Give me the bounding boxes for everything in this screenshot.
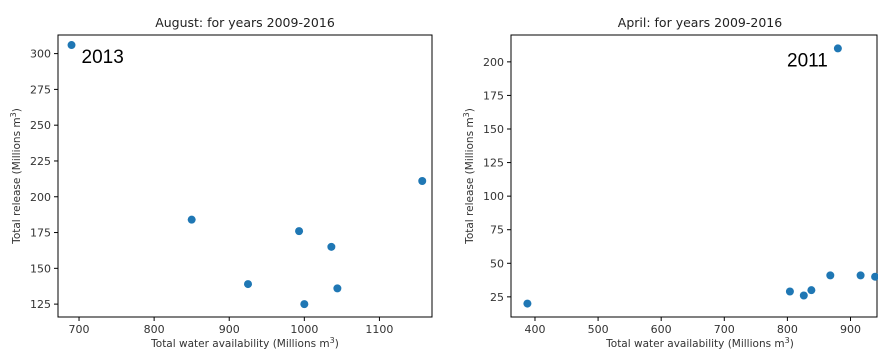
y-tick-label: 300 — [30, 48, 51, 61]
scatter-point — [833, 44, 842, 53]
scatter-point — [327, 242, 336, 251]
x-tick-label: 1000 — [290, 323, 318, 336]
y-tick-label: 50 — [490, 257, 504, 270]
scatter-point — [300, 300, 309, 309]
x-tick-label: 600 — [651, 323, 672, 336]
chart-title: April: for years 2009-2016 — [618, 15, 782, 30]
x-tick-label: 900 — [840, 323, 861, 336]
scatter-point — [856, 271, 865, 280]
points-group — [67, 41, 427, 309]
y-tick-label: 200 — [30, 191, 51, 204]
x-tick-label: 800 — [144, 323, 165, 336]
y-tick-label: 150 — [483, 123, 504, 136]
scatter-point — [785, 287, 794, 296]
y-tick-label: 125 — [483, 157, 504, 170]
y-tick-label: 175 — [483, 89, 504, 102]
y-tick-label: 25 — [490, 291, 504, 304]
scatter-point — [418, 177, 427, 186]
x-tick-label: 700 — [69, 323, 90, 336]
y-tick-label: 250 — [30, 119, 51, 132]
x-tick-label: 700 — [714, 323, 735, 336]
plot-area — [510, 34, 878, 318]
y-tick-label: 225 — [30, 155, 51, 168]
plot-area — [57, 34, 433, 318]
x-axis-label: Total water availability (Millions m3) — [150, 336, 339, 350]
scatter-point — [523, 299, 532, 308]
scatter-point — [187, 215, 196, 224]
tick-group: 400 500 600 700 800 900 25 50 75 100 125 150 175 200 — [483, 56, 861, 336]
scatter-point — [799, 291, 808, 300]
y-tick-label: 100 — [483, 190, 504, 203]
scatter-point — [333, 284, 342, 293]
x-tick-label: 800 — [777, 323, 798, 336]
point-annotation: 2013 — [82, 47, 124, 68]
y-tick-label: 75 — [490, 224, 504, 237]
y-tick-label: 125 — [30, 298, 51, 311]
scatter-point — [826, 271, 835, 280]
chart-august: August: for years 2009-2016 700 800 900 100… — [9, 15, 433, 350]
x-axis-label: Total water availability (Millions m3) — [605, 336, 794, 350]
points-group — [523, 44, 878, 308]
scatter-point — [244, 280, 253, 289]
point-annotation: 2011 — [787, 50, 828, 71]
y-axis-label: Total release (Millions m3) — [9, 108, 23, 245]
chart-april: April: for years 2009-2016 400 500 600 700 8… — [462, 15, 878, 350]
y-axis-label: Total release (Millions m3) — [462, 108, 476, 245]
y-tick-label: 175 — [30, 227, 51, 240]
y-tick-label: 150 — [30, 262, 51, 275]
x-tick-label: 400 — [524, 323, 545, 336]
x-tick-label: 900 — [219, 323, 240, 336]
x-tick-label: 500 — [588, 323, 609, 336]
x-tick-label: 1100 — [365, 323, 393, 336]
tick-group: 700 800 900 1000 1100 125 150 175 200 225 250 275 30… — [30, 48, 393, 336]
chart-title: August: for years 2009-2016 — [155, 15, 335, 30]
scatter-point — [871, 272, 878, 281]
y-tick-label: 200 — [483, 56, 504, 69]
scatter-point — [807, 286, 816, 295]
scatter-point — [295, 227, 304, 236]
y-tick-label: 275 — [30, 83, 51, 96]
scatter-point — [67, 41, 76, 50]
